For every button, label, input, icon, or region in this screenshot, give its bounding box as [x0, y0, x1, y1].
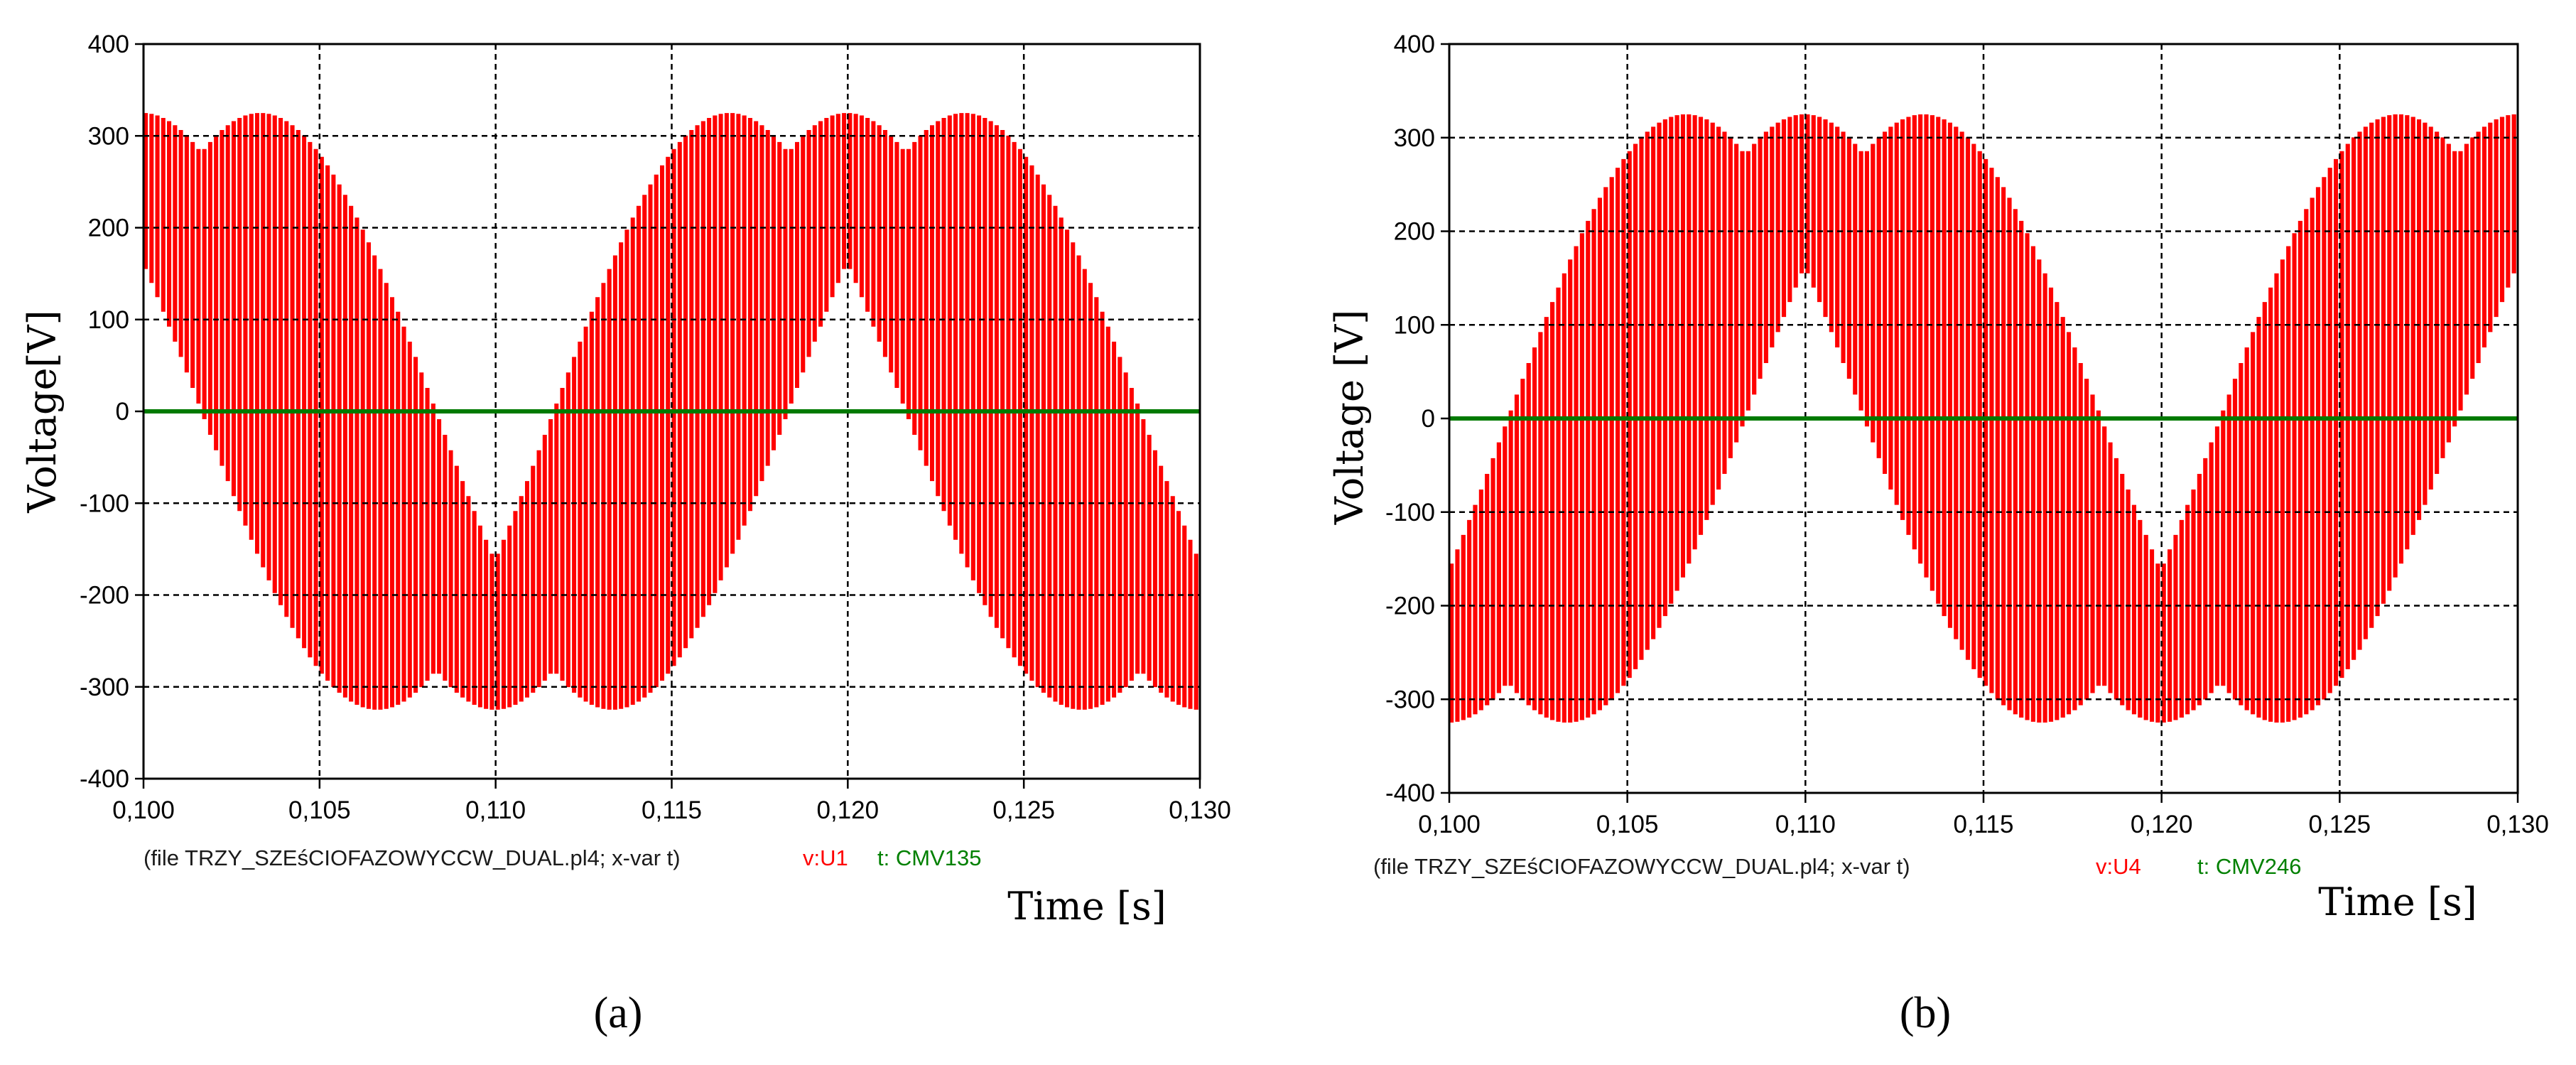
y-tick-label: 400	[1394, 31, 1435, 58]
y-tick-label: -200	[80, 582, 129, 610]
y-axis-title: Voltage[V]	[20, 310, 65, 513]
y-axis-title: Voltage [V]	[1327, 310, 1372, 526]
legend-file: (file TRZY_SZEśCIOFAZOWYCCW_DUAL.pl4; x-…	[144, 845, 681, 870]
y-tick-label: 300	[1394, 124, 1435, 152]
x-tick-label: 0,100	[112, 796, 175, 824]
x-tick-label: 0,120	[2131, 811, 2193, 838]
y-tick-label: 0	[1422, 405, 1435, 433]
x-tick-label: 0,130	[1169, 796, 1231, 824]
chart-b: 0,100 0,105 0,110 0,115 0,120 0,125 0,130 400 30…	[1327, 31, 2549, 1037]
x-tick-label: 0,125	[992, 796, 1055, 824]
y-tick-label: 300	[88, 122, 129, 150]
x-tick-label: 0,115	[1954, 811, 2014, 838]
y-tick-label: 0	[116, 398, 129, 426]
y-tick-label: 100	[1394, 311, 1435, 339]
y-tick-label: -400	[1385, 779, 1435, 807]
x-tick-label: 0,120	[817, 796, 880, 824]
x-tick-label: 0,105	[288, 796, 351, 824]
panel-caption: (b)	[1900, 989, 1951, 1037]
x-tick-label: 0,110	[1775, 811, 1836, 838]
x-tick-label: 0,115	[642, 796, 702, 824]
legend-t: t: CMV246	[2197, 854, 2301, 879]
y-tick-label: -300	[1385, 686, 1435, 713]
x-tick-label: 0,105	[1596, 811, 1659, 838]
x-tick-label: 0,110	[465, 796, 526, 824]
x-tick-label: 0,125	[2309, 811, 2371, 838]
x-axis-title: Time [s]	[1007, 884, 1166, 929]
y-tick-label: -100	[1385, 499, 1435, 526]
legend-v: v:U4	[2096, 854, 2141, 879]
y-tick-label: -400	[80, 765, 129, 793]
legend-t: t: CMV135	[877, 845, 981, 870]
legend-file: (file TRZY_SZEśCIOFAZOWYCCW_DUAL.pl4; x-…	[1373, 854, 1910, 879]
y-tick-label: -200	[1385, 593, 1435, 620]
legend-v: v:U1	[803, 845, 848, 870]
y-tick-label: 200	[1394, 218, 1435, 246]
y-tick-label: -100	[80, 490, 129, 517]
y-tick-label: 200	[88, 215, 129, 242]
y-tick-label: 100	[88, 306, 129, 334]
panel-caption: (a)	[594, 989, 643, 1037]
x-tick-label: 0,100	[1418, 811, 1481, 838]
y-tick-label: 400	[88, 31, 129, 58]
chart-a: 0,100 0,105 0,110 0,115 0,120 0,125 0,130 400 30…	[20, 31, 1231, 1037]
x-axis-title: Time [s]	[2318, 880, 2477, 924]
y-tick-label: -300	[80, 674, 129, 701]
x-tick-label: 0,130	[2486, 811, 2549, 838]
grid	[1449, 44, 2518, 793]
